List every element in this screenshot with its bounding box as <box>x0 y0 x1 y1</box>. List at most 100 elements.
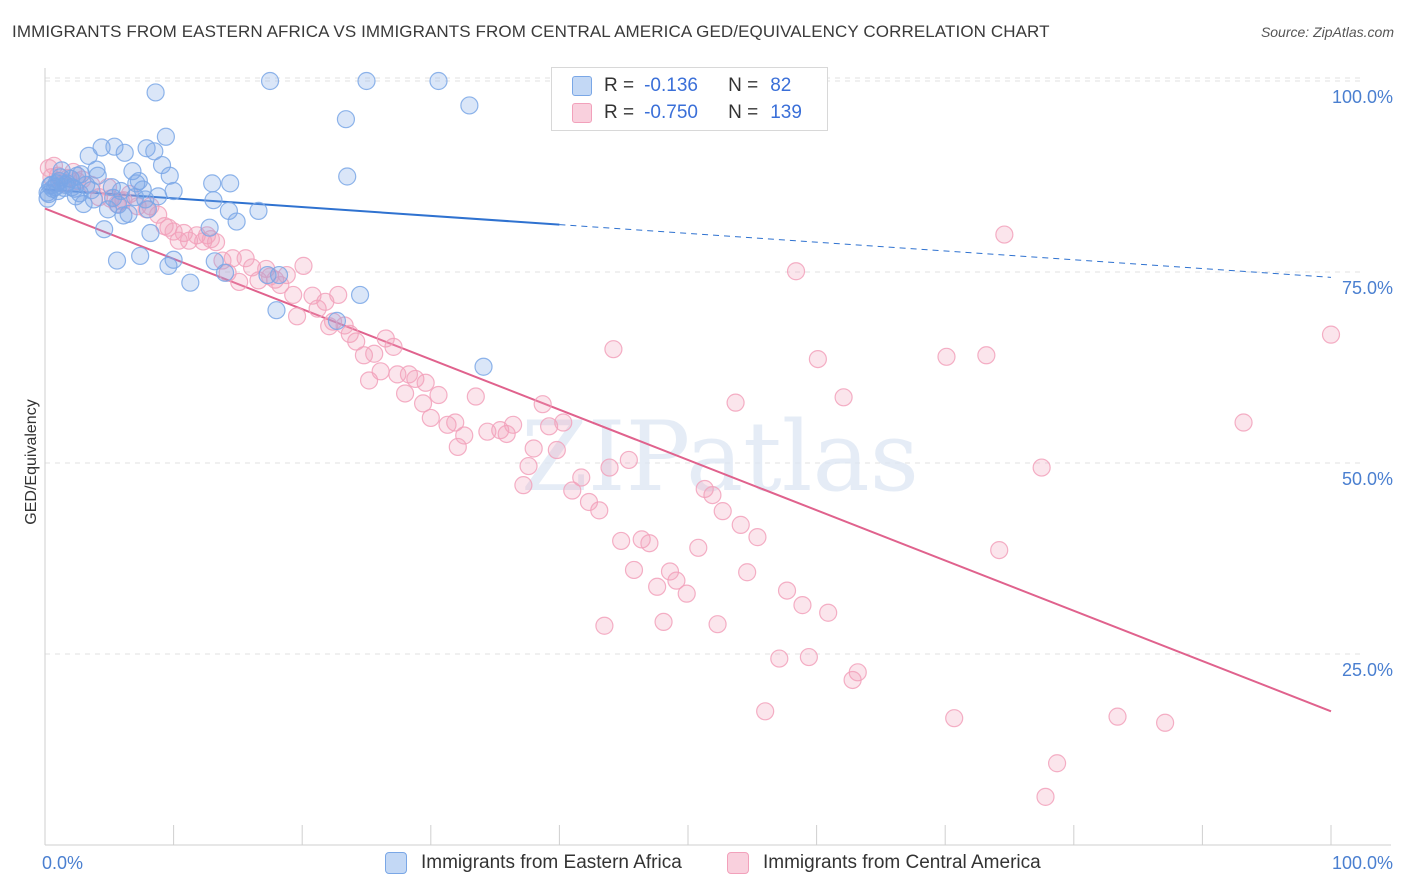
n-value: 139 <box>770 102 802 123</box>
point-eastern-africa <box>145 142 164 161</box>
series-legend: Immigrants from Eastern Africa Immigrant… <box>0 852 1406 878</box>
point-central-america <box>466 387 485 406</box>
point-eastern-africa <box>87 160 106 179</box>
point-central-america <box>514 476 533 495</box>
point-central-america <box>1032 458 1051 477</box>
axes <box>44 68 1391 846</box>
data-points <box>38 70 1341 806</box>
point-central-america <box>223 249 242 268</box>
legend-swatch-blue <box>385 852 407 874</box>
point-central-america <box>308 299 327 318</box>
point-central-america <box>689 538 708 557</box>
point-eastern-africa <box>429 71 448 91</box>
point-central-america <box>429 385 448 405</box>
point-central-america <box>595 616 614 635</box>
point-eastern-africa <box>95 220 114 239</box>
source-label: Source: ZipAtlas.com <box>1260 24 1394 40</box>
point-eastern-africa <box>164 250 183 269</box>
point-eastern-africa <box>249 201 268 220</box>
point-eastern-africa <box>203 174 222 193</box>
legend-item-central-america: Immigrants from Central America <box>727 852 1041 874</box>
point-eastern-africa <box>129 171 148 191</box>
point-central-america <box>371 362 390 381</box>
point-central-america <box>277 265 296 285</box>
point-central-america <box>995 225 1014 244</box>
r-value: -0.136 <box>644 75 698 96</box>
point-central-america <box>977 346 996 365</box>
r-label: R = <box>604 102 635 123</box>
point-eastern-africa <box>149 187 168 206</box>
point-central-america <box>937 347 956 366</box>
n-label: N = <box>728 102 759 123</box>
point-central-america <box>1234 413 1253 432</box>
point-central-america <box>708 615 727 634</box>
point-central-america <box>1321 325 1341 344</box>
y-axis-label: GED/Equivalency <box>23 399 40 524</box>
point-central-america <box>667 571 686 590</box>
point-central-america <box>777 581 797 600</box>
point-eastern-africa <box>267 301 286 320</box>
r-label: R = <box>604 75 635 96</box>
point-central-america <box>619 450 638 470</box>
chart-title: IMMIGRANTS FROM EASTERN AFRICA VS IMMIGR… <box>12 22 1050 41</box>
point-eastern-africa <box>164 181 183 201</box>
y-tick-label: 25.0% <box>1342 660 1393 680</box>
point-eastern-africa <box>146 83 165 102</box>
point-eastern-africa <box>92 138 111 157</box>
point-central-america <box>365 344 384 363</box>
point-central-america <box>547 440 566 460</box>
point-central-america <box>793 596 812 615</box>
point-central-america <box>770 649 789 668</box>
point-central-america <box>347 332 366 351</box>
point-eastern-africa <box>338 167 357 186</box>
point-central-america <box>848 663 867 682</box>
point-central-america <box>230 272 249 292</box>
point-eastern-africa <box>227 212 246 231</box>
point-central-america <box>421 408 440 428</box>
point-eastern-africa <box>131 246 150 266</box>
point-central-america <box>329 285 348 305</box>
legend-row-eastern-africa: R = -0.136 N = 82 <box>572 73 791 99</box>
point-central-america <box>572 468 591 487</box>
point-central-america <box>612 531 631 551</box>
r-value: -0.750 <box>644 102 698 123</box>
point-eastern-africa <box>327 311 347 330</box>
point-eastern-africa <box>138 200 157 219</box>
point-central-america <box>677 584 696 603</box>
point-central-america <box>654 612 673 632</box>
point-central-america <box>504 415 523 434</box>
point-eastern-africa <box>156 127 175 146</box>
point-eastern-africa <box>119 204 138 224</box>
point-eastern-africa <box>215 263 235 282</box>
x-tick-label: 100.0% <box>1332 853 1393 873</box>
legend-swatch-pink <box>727 852 749 874</box>
point-eastern-africa <box>141 223 160 243</box>
point-central-america <box>455 426 474 445</box>
point-eastern-africa <box>74 194 93 214</box>
point-eastern-africa <box>204 191 223 210</box>
point-eastern-africa <box>160 166 179 185</box>
point-central-america <box>945 709 964 728</box>
point-central-america <box>834 388 853 407</box>
point-eastern-africa <box>357 71 376 91</box>
y-tick-label: 50.0% <box>1342 469 1393 489</box>
point-central-america <box>448 437 467 457</box>
point-central-america <box>540 417 559 436</box>
point-central-america <box>600 458 619 477</box>
trend-line-eastern-africa-extension <box>559 224 1332 278</box>
x-tick-label: 0.0% <box>42 853 83 873</box>
point-eastern-africa <box>98 200 118 219</box>
point-central-america <box>1156 713 1175 732</box>
point-eastern-africa <box>70 184 89 203</box>
point-central-america <box>648 577 667 596</box>
point-eastern-africa <box>115 143 134 162</box>
n-label: N = <box>728 75 759 96</box>
grid-lines <box>45 77 1361 655</box>
point-eastern-africa <box>336 110 356 129</box>
point-central-america <box>497 424 516 444</box>
point-central-america <box>406 369 425 389</box>
point-eastern-africa <box>41 176 60 195</box>
legend-label: Immigrants from Eastern Africa <box>421 852 682 873</box>
point-central-america <box>624 560 644 580</box>
